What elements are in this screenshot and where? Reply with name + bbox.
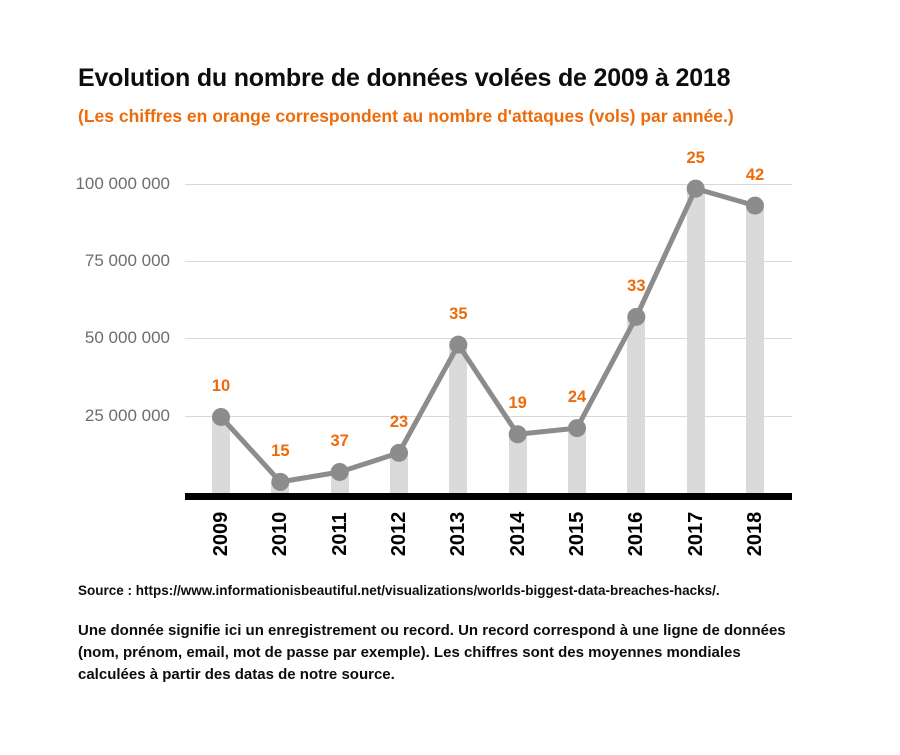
data-point-dot-2009: [212, 407, 230, 426]
attack-count-label-2010: 15: [271, 441, 290, 460]
x-axis-year-label-2014: 2014: [506, 511, 529, 557]
gridline: [185, 261, 792, 263]
bar-2018: [746, 205, 764, 493]
bar-2009: [212, 416, 230, 493]
gridline: [185, 338, 792, 340]
data-point-dot-2018: [746, 196, 764, 215]
attack-count-label-2017: 25: [686, 148, 705, 167]
bar-2015: [568, 428, 586, 493]
data-point-dot-2016: [627, 307, 646, 326]
data-point-dot-2013: [449, 335, 468, 354]
x-axis-year-label-2013: 2013: [447, 511, 470, 557]
x-axis-year-label-2011: 2011: [328, 512, 351, 556]
attack-count-label-2015: 24: [567, 388, 587, 407]
x-axis-year-label-2017: 2017: [684, 511, 707, 557]
note-text: Une donnée signifie ici un enregistremen…: [78, 622, 786, 683]
y-axis-tick-label: 25 000 000: [84, 405, 170, 425]
plot-area: 25 000 000 50 000 000 75 000 000 100 000 00…: [75, 148, 792, 556]
bar-2014: [508, 434, 527, 493]
data-point-dot-2017: [686, 179, 705, 198]
x-axis-year-label-2009: 2009: [210, 511, 232, 557]
x-axis-year-label-2015: 2015: [566, 511, 588, 557]
attack-count-label-2016: 33: [627, 276, 646, 295]
bar-2016: [627, 316, 646, 493]
attack-count-label-2018: 42: [745, 165, 765, 184]
data-point-dot-2010: [271, 472, 290, 491]
attack-count-label-2012: 23: [389, 412, 409, 431]
y-axis-tick-label: 50 000 000: [84, 328, 170, 348]
trend-line: [218, 186, 758, 485]
x-axis-year-label-2018: 2018: [744, 511, 766, 557]
bar-2017: [686, 188, 705, 493]
data-point-dot-2011: [330, 462, 349, 481]
y-axis-tick-label: 100 000 000: [75, 173, 170, 193]
attack-count-label-2014: 19: [508, 394, 527, 413]
source-text: Source : https://www.informationisbeauti…: [78, 583, 720, 598]
attack-count-label-2013: 35: [449, 304, 468, 323]
gridline: [185, 183, 792, 185]
x-axis-line: [185, 493, 792, 500]
y-axis-tick-label: 75 000 000: [84, 251, 170, 271]
page-subtitle: (Les chiffres en orange correspondent au…: [78, 106, 734, 126]
gridline: [185, 415, 792, 417]
data-point-dot-2014: [508, 425, 527, 444]
x-axis-year-label-2010: 2010: [269, 511, 292, 557]
attack-count-label-2011: 37: [330, 432, 349, 450]
trend-line-layer: [212, 179, 764, 491]
bar-2012: [390, 452, 408, 493]
bar-2013: [449, 344, 468, 493]
x-axis-year-label-2016: 2016: [625, 511, 648, 557]
attack-count-label-2009: 10: [211, 376, 231, 395]
data-point-dot-2012: [390, 443, 408, 462]
data-point-dot-2015: [568, 419, 586, 438]
page-title: Evolution du nombre de données volées de…: [78, 64, 731, 92]
x-axis-year-label-2012: 2012: [388, 511, 410, 557]
